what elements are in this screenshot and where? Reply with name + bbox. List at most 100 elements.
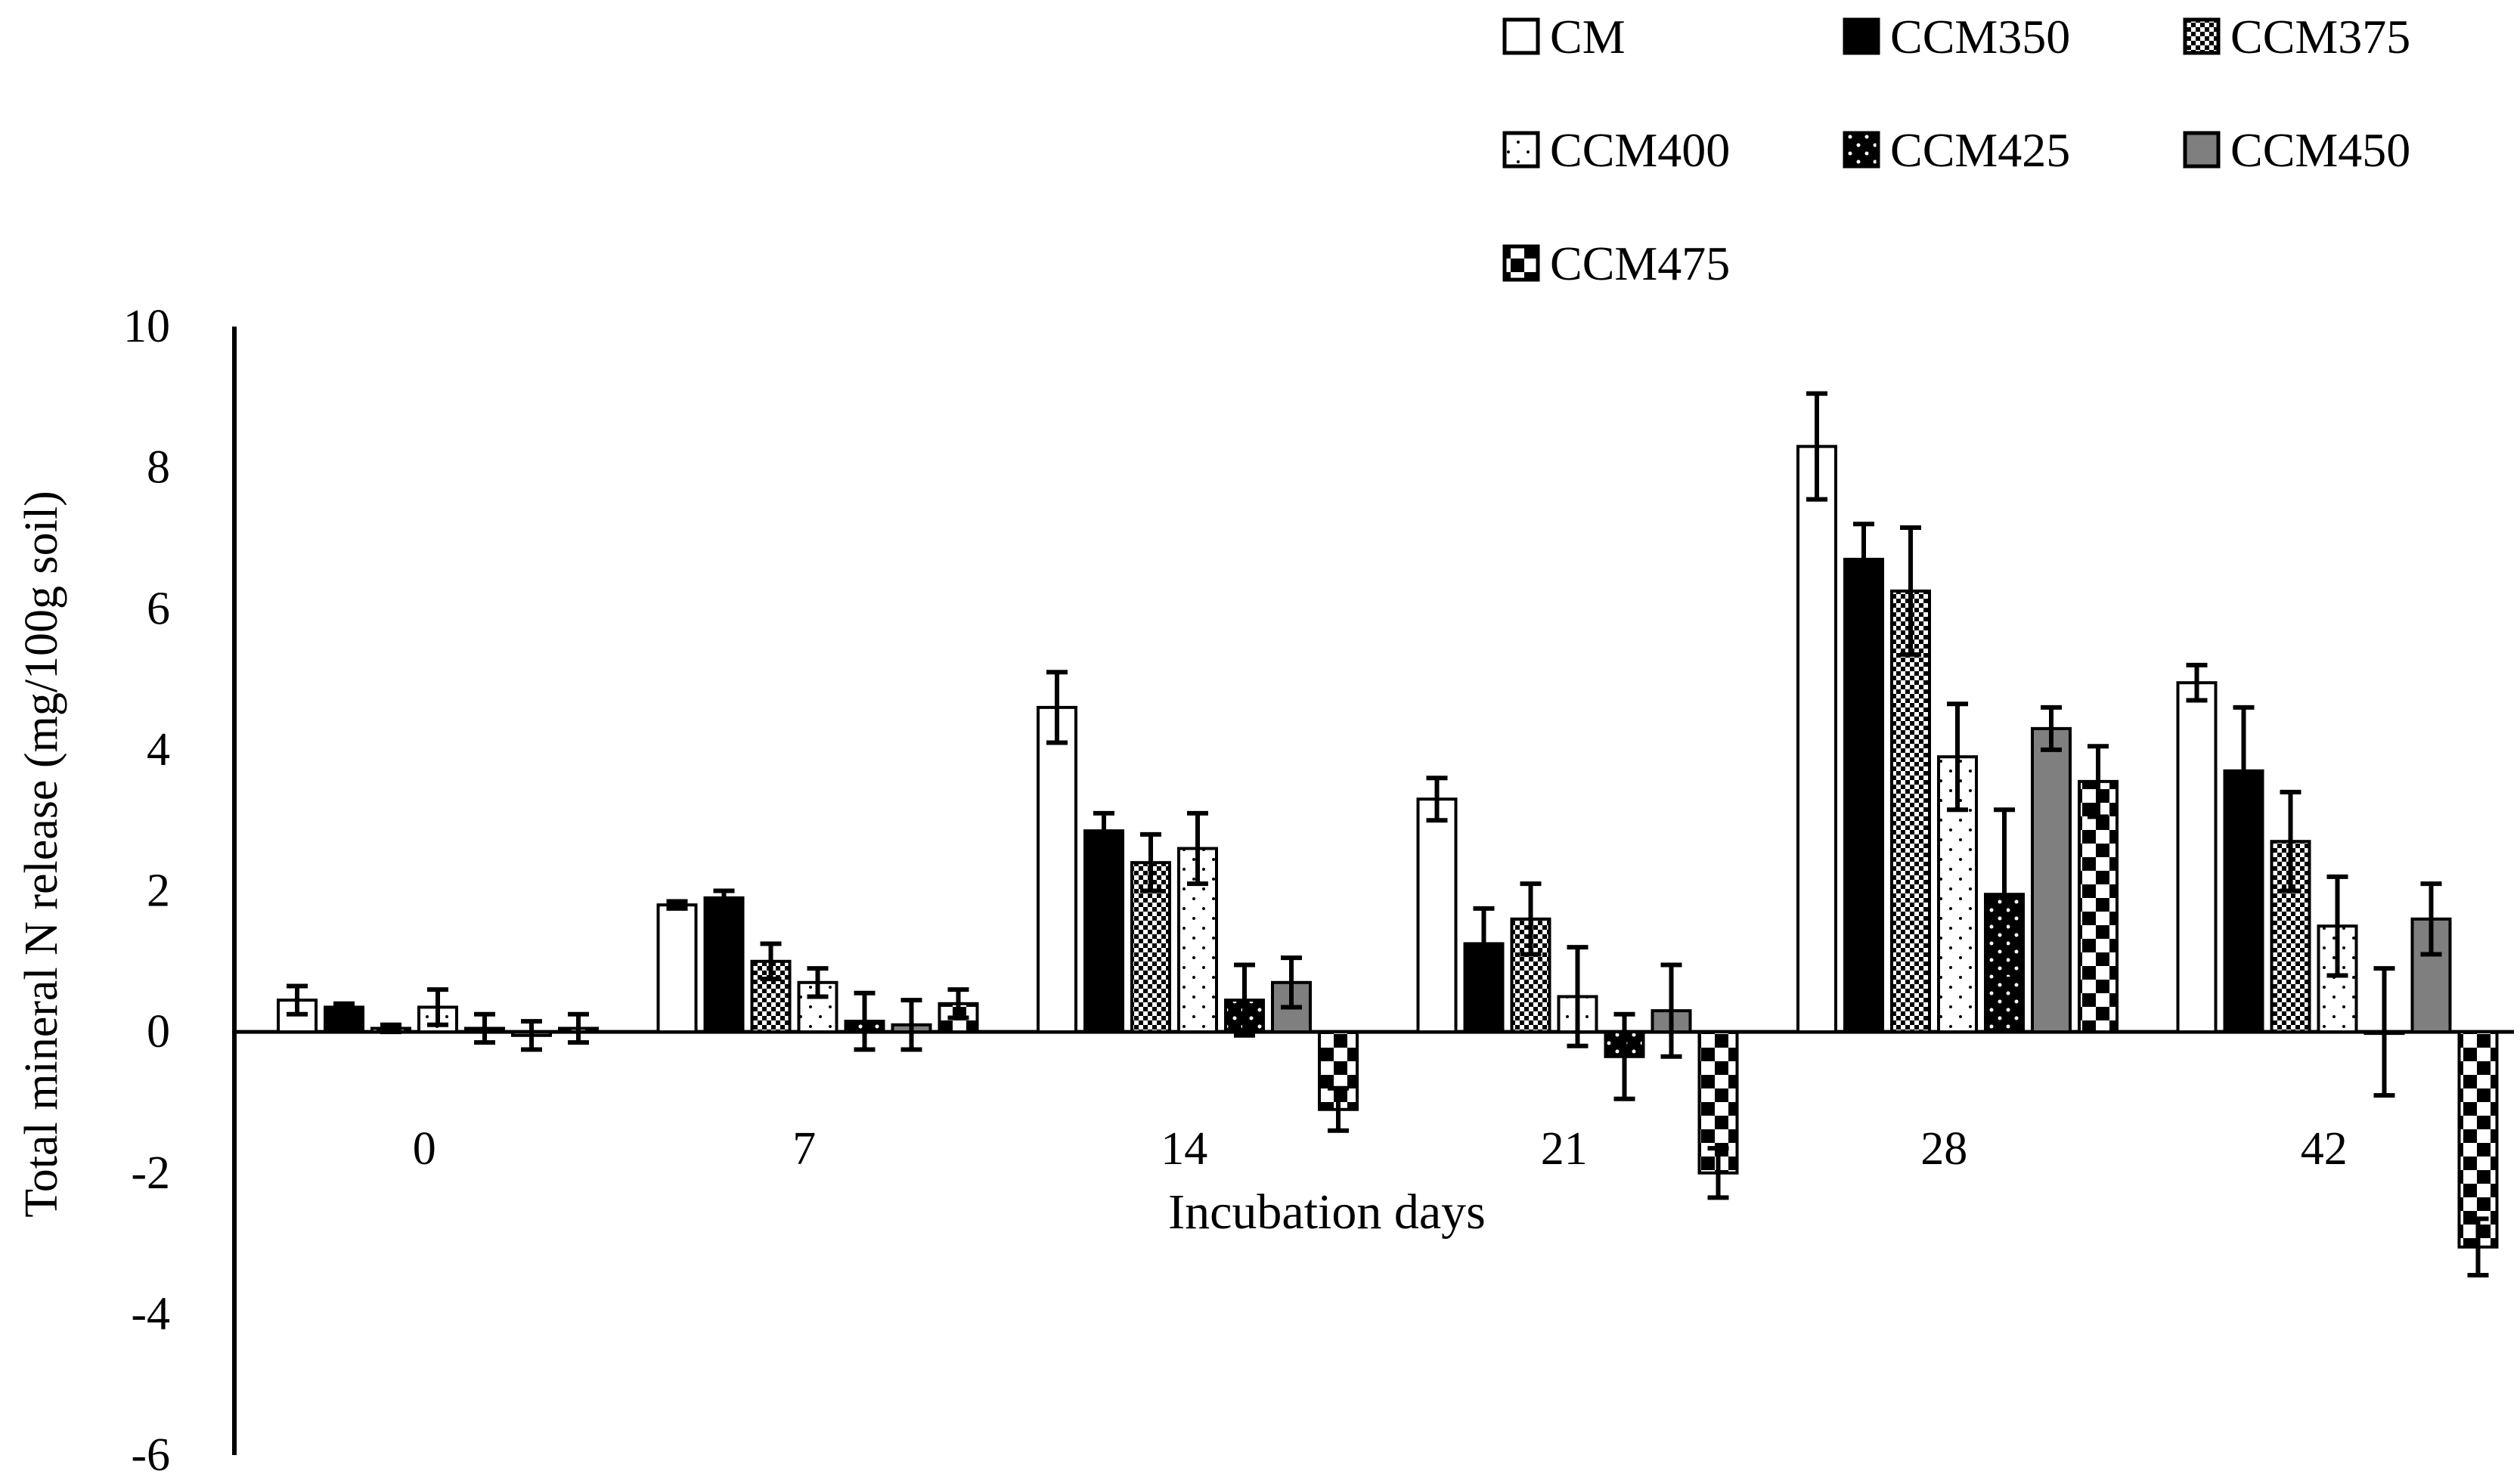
error-bar-CM-day-7 <box>666 899 688 911</box>
legend-swatch <box>1843 17 1880 55</box>
legend-swatch <box>2183 17 2221 55</box>
legend-label: CM <box>1550 10 1626 63</box>
bar-CM-day-28 <box>1796 444 1837 1034</box>
error-bar-CCM350-day-0 <box>333 1001 355 1014</box>
x-tick-label: 21 <box>1541 1123 1588 1175</box>
y-tick-label: 8 <box>147 442 170 494</box>
error-bar-CCM400-day-42 <box>2326 874 2348 978</box>
error-bar-CCM350-day-7 <box>713 888 735 908</box>
bar-CCM450-day-28 <box>2031 726 2072 1034</box>
legend-label: CCM425 <box>1890 123 2070 177</box>
legend-swatch <box>1502 17 1540 55</box>
legend-label: CCM400 <box>1550 123 1730 177</box>
legend-label: CCM450 <box>2230 123 2410 177</box>
error-bar-CCM350-day-14 <box>1093 810 1114 851</box>
error-bar-CCM375-day-42 <box>2280 789 2301 893</box>
bar-CM-day-14 <box>1037 705 1077 1034</box>
error-bar-CCM450-day-28 <box>2041 704 2062 752</box>
y-tick-label: -2 <box>131 1147 170 1199</box>
y-tick-labels: 10 8 6 4 2 0 -2 -4 -6 <box>123 301 170 1477</box>
y-tick-label: 0 <box>147 1006 170 1057</box>
error-bar-CCM475-day-14 <box>1328 1085 1349 1133</box>
x-tick-label: 42 <box>2301 1123 2348 1175</box>
error-bar-CCM400-day-7 <box>807 966 829 999</box>
bar-CM-day-7 <box>656 903 698 1034</box>
legend-item-CCM350: CCM350 <box>1843 10 2070 63</box>
legend-label: CCM350 <box>1890 10 2070 63</box>
error-bar-CCM400-day-28 <box>1947 701 1968 813</box>
bar-CCM475-day-28 <box>2078 779 2119 1034</box>
error-bar-CCM375-day-28 <box>1900 525 1921 657</box>
bar-CCM375-day-28 <box>1890 589 1931 1034</box>
x-tick-label: 0 <box>413 1123 436 1175</box>
error-bar-CM-day-42 <box>2186 662 2208 703</box>
bar-CCM375-day-21 <box>1510 917 1551 1034</box>
y-tick-label: -6 <box>131 1429 170 1477</box>
error-bar-CCM475-day-0 <box>568 1011 589 1045</box>
error-bar-CCM475-day-28 <box>2088 744 2109 819</box>
error-bar-CCM425-day-42 <box>2373 966 2395 1098</box>
x-tick-label: 14 <box>1161 1123 1207 1175</box>
y-tick-label: -4 <box>131 1288 170 1339</box>
error-bar-CCM425-day-14 <box>1234 962 1255 1038</box>
legend: CM CCM350 CCM375 CCM400 CCM425 CCM450 CCM475 <box>1502 10 2410 290</box>
error-bar-CM-day-0 <box>287 983 308 1017</box>
error-bar-CCM450-day-42 <box>2420 881 2442 957</box>
legend-label: CCM375 <box>2230 10 2410 63</box>
error-bar-CCM450-day-7 <box>900 998 922 1052</box>
error-bar-CCM400-day-21 <box>1567 945 1589 1048</box>
error-bar-CCM425-day-7 <box>854 990 876 1052</box>
bar-CCM350-day-14 <box>1083 829 1124 1034</box>
error-bar-CCM400-day-0 <box>427 987 448 1027</box>
y-tick-label: 4 <box>147 724 170 776</box>
error-bar-CCM450-day-21 <box>1660 962 1682 1059</box>
bar-CM-day-42 <box>2176 681 2218 1034</box>
error-bar-CCM450-day-0 <box>521 1019 542 1052</box>
legend-swatch <box>1502 131 1540 169</box>
bar-CCM475-day-42 <box>2457 1030 2499 1249</box>
error-bar-CCM475-day-21 <box>1707 1146 1729 1200</box>
bar-CCM375-day-14 <box>1130 861 1171 1034</box>
x-tick-label: 28 <box>1920 1123 1967 1175</box>
legend-swatch <box>1843 131 1880 169</box>
bar-CCM350-day-28 <box>1843 557 1884 1034</box>
error-bar-CCM375-day-0 <box>380 1022 401 1035</box>
x-axis-title: Incubation days <box>1168 1184 1486 1240</box>
error-bar-CCM475-day-7 <box>947 987 969 1020</box>
legend-swatch <box>2183 131 2221 169</box>
error-bar-CCM375-day-21 <box>1520 881 1542 957</box>
legend-label: CCM475 <box>1550 237 1730 290</box>
error-bar-CCM350-day-42 <box>2233 704 2255 837</box>
error-bar-CCM475-day-42 <box>2467 1216 2489 1278</box>
y-axis-title: Total mineral N release (mg/100g soil) <box>16 491 67 1218</box>
bar-CCM425-day-28 <box>1984 893 2025 1034</box>
bars <box>277 391 2499 1278</box>
bar-CM-day-21 <box>1416 797 1458 1034</box>
legend-item-CCM450: CCM450 <box>2183 123 2410 177</box>
error-bar-CCM450-day-14 <box>1281 955 1302 1010</box>
bar-CCM350-day-7 <box>703 896 745 1034</box>
error-bar-CCM375-day-14 <box>1140 831 1161 893</box>
y-tick-label: 2 <box>147 865 170 917</box>
error-bar-CCM350-day-28 <box>1853 522 1874 597</box>
y-tick-label: 6 <box>147 583 170 634</box>
x-tick-label: 7 <box>792 1123 816 1175</box>
error-bar-CCM400-day-14 <box>1187 810 1208 887</box>
legend-item-CCM400: CCM400 <box>1502 123 1730 177</box>
error-bar-CM-day-14 <box>1046 670 1068 745</box>
legend-item-CCM375: CCM375 <box>2183 10 2410 63</box>
error-bar-CCM425-day-0 <box>474 1011 495 1045</box>
error-bar-CCM425-day-28 <box>1994 807 2015 982</box>
error-bar-CCM425-day-21 <box>1613 1011 1635 1101</box>
x-tick-labels: 0 7 14 21 28 42 <box>413 1123 2348 1175</box>
error-bar-CCM350-day-21 <box>1473 906 1495 982</box>
legend-swatch <box>1502 244 1540 282</box>
legend-item-CM: CM <box>1502 10 1626 63</box>
legend-item-CCM475: CCM475 <box>1502 237 1730 290</box>
error-bar-CM-day-21 <box>1426 776 1448 823</box>
legend-item-CCM425: CCM425 <box>1843 123 2070 177</box>
error-bar-CCM375-day-7 <box>760 941 782 982</box>
error-bar-CM-day-28 <box>1806 391 1827 502</box>
y-tick-label: 10 <box>123 301 170 352</box>
